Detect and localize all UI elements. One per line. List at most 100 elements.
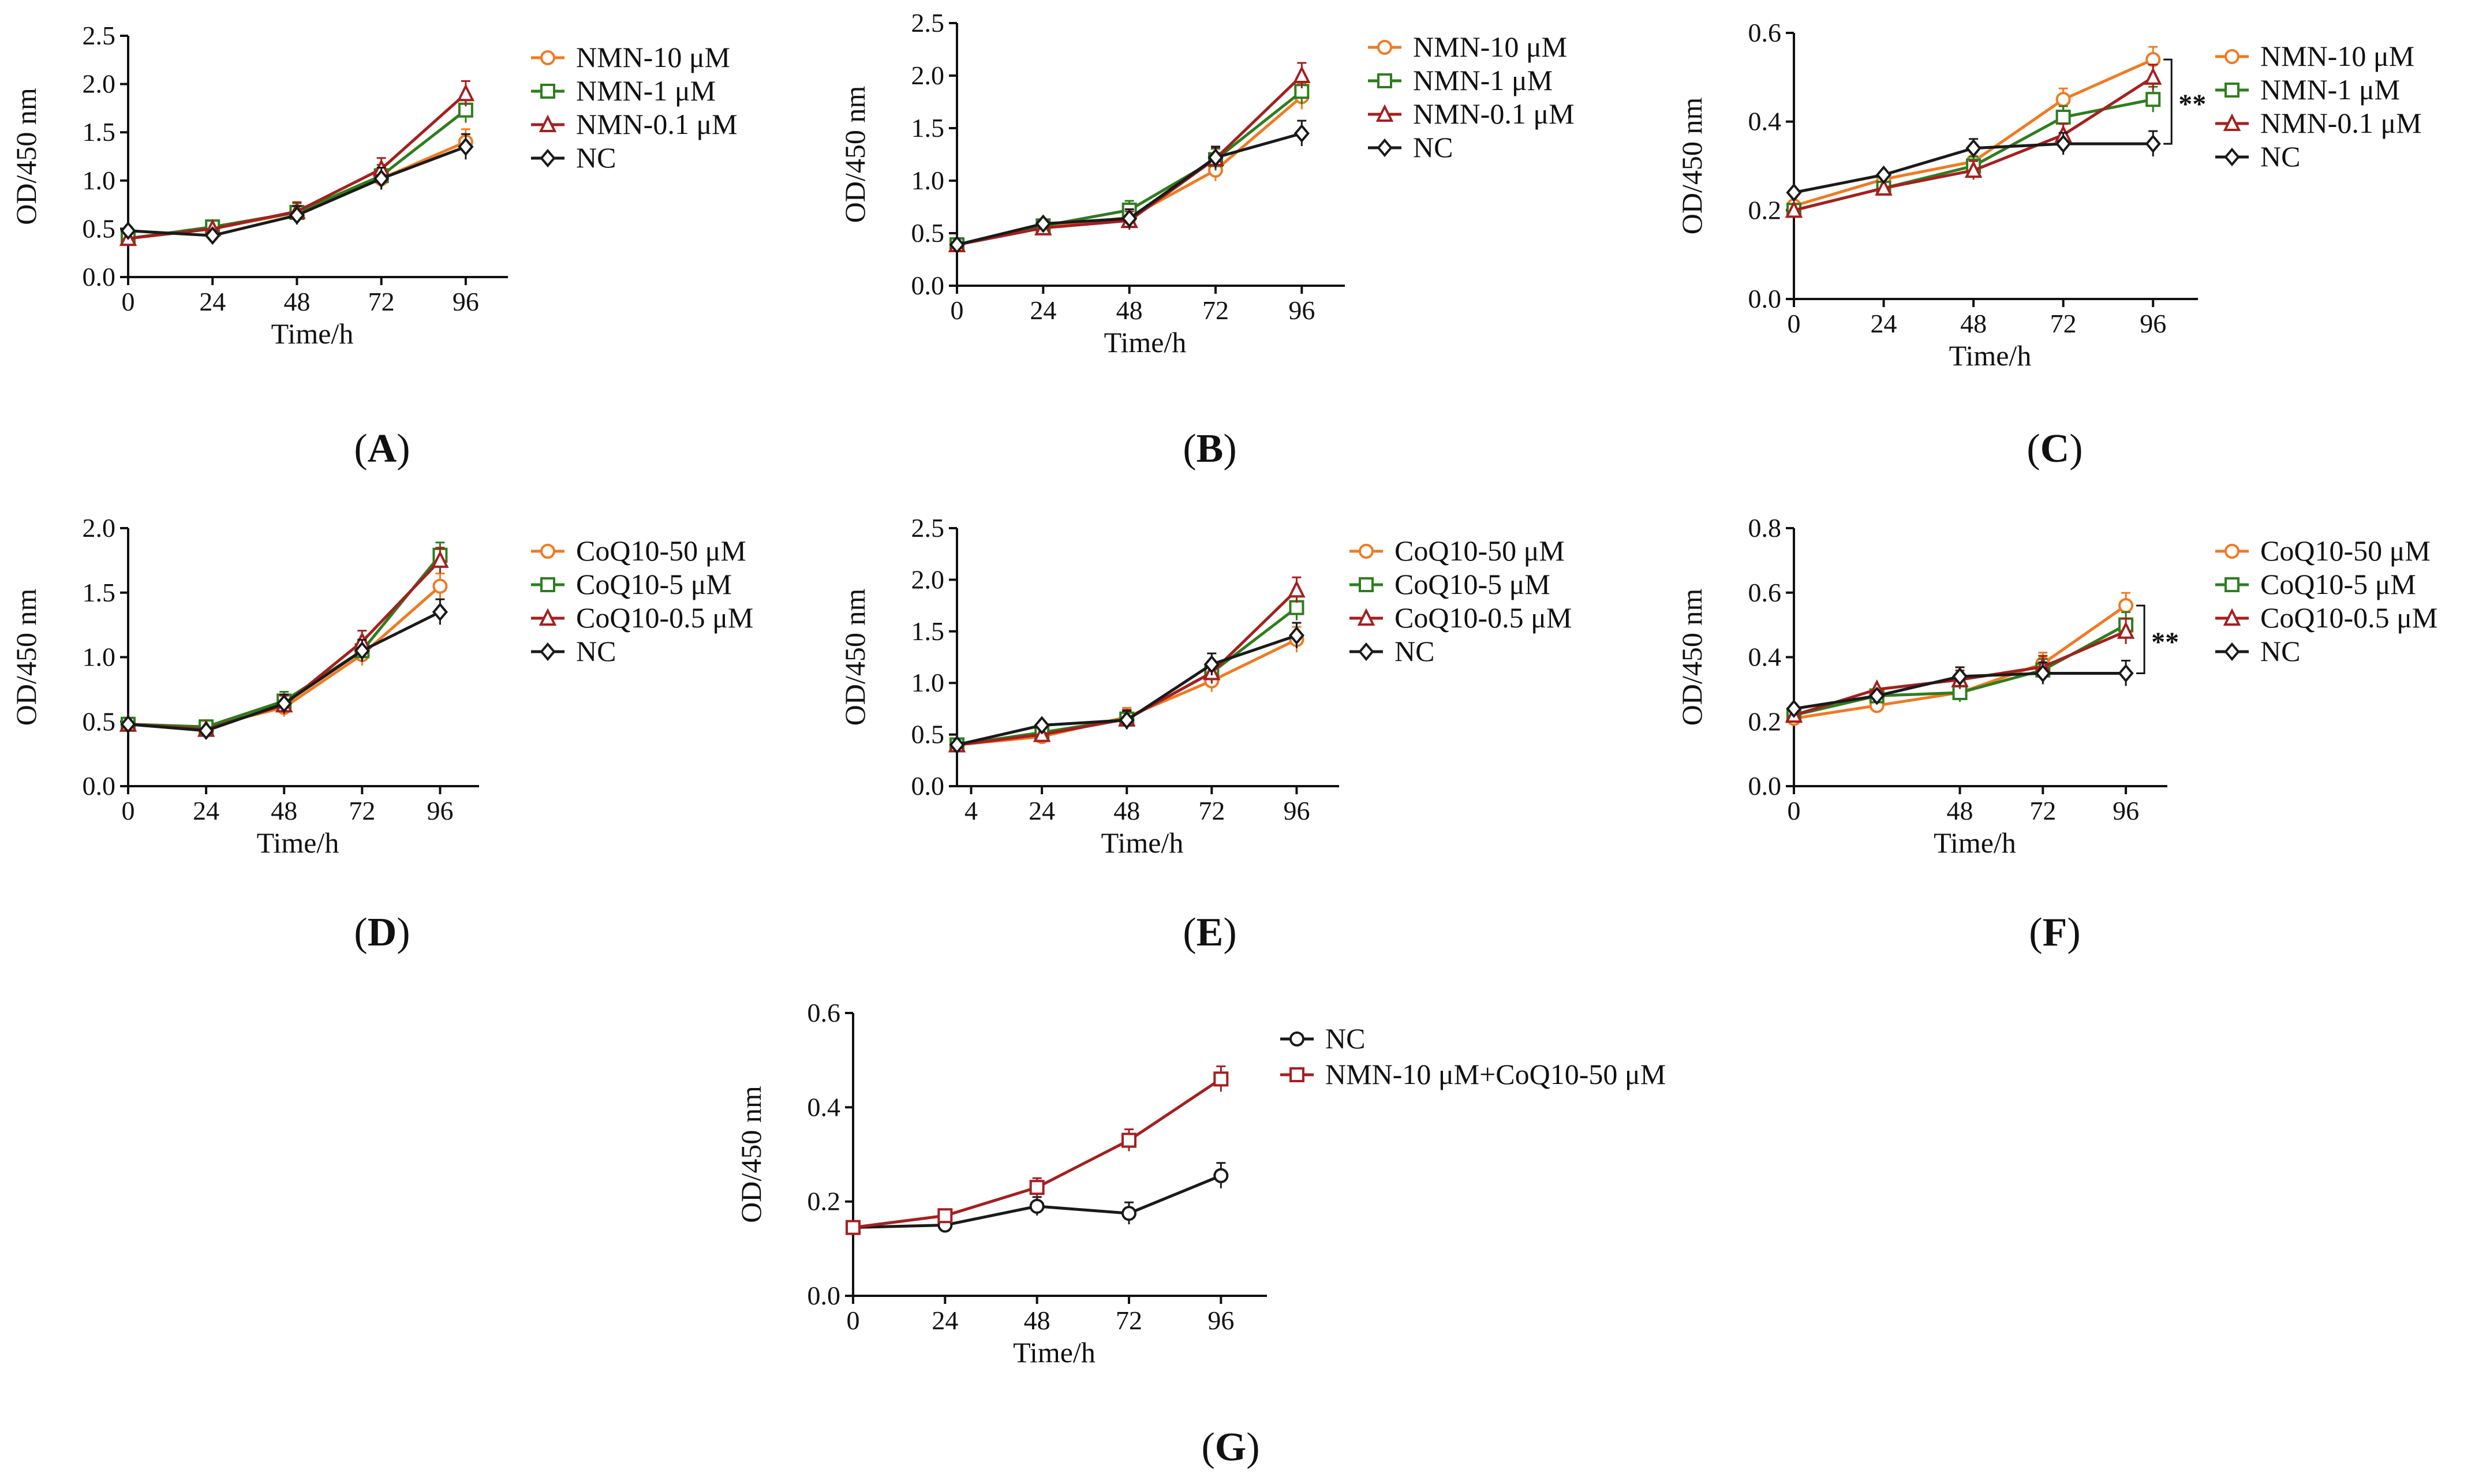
series-nc xyxy=(846,1162,1229,1235)
x-tick-label: 72 xyxy=(1202,296,1229,325)
x-tick-label: 96 xyxy=(453,287,479,316)
legend-marker xyxy=(2224,49,2240,64)
panel-label-letter: A xyxy=(368,427,397,471)
legend-marker xyxy=(540,577,555,592)
chart-panel-d: 0.0 0.5 1.0 1.5 2.0 0 24 48 72 96 Time/h OD/450 nm C… xyxy=(10,513,753,955)
data-point xyxy=(373,169,390,188)
legend-label: NC xyxy=(576,635,616,667)
panel-label-paren: ) xyxy=(1223,910,1236,955)
y-tick-label: 0.5 xyxy=(83,707,116,736)
legend-marker xyxy=(1377,138,1393,158)
legend-marker xyxy=(2223,113,2241,131)
y-tick-label: 0.4 xyxy=(807,1092,841,1122)
x-tick-label: 72 xyxy=(2050,309,2077,338)
panel-label-letter: F xyxy=(2043,910,2068,955)
chart-panel-f: 0.0 0.2 0.4 0.6 0.8 0 48 72 96 Time/h OD/450 nm CoQ… xyxy=(1676,513,2437,955)
x-tick-label: 24 xyxy=(1030,296,1056,325)
x-tick-label: 48 xyxy=(1960,309,1987,338)
y-tick-label: 0.6 xyxy=(1748,18,1782,47)
data-point xyxy=(1965,139,1982,158)
panel-label-paren: ) xyxy=(1223,427,1236,471)
y-tick-label: 0.0 xyxy=(911,771,945,801)
legend-entry: NC xyxy=(1280,1022,1365,1055)
significance-label: ** xyxy=(2178,89,2206,119)
panel-label: (F) xyxy=(2029,910,2080,955)
chart-panel-g: 0.0 0.2 0.4 0.6 0 24 48 72 96 Time/h OD/450 nm NCNM… xyxy=(735,998,1666,1470)
legend-marker xyxy=(540,544,555,559)
legend-entry: NC xyxy=(531,635,616,667)
x-tick-label: 96 xyxy=(1207,1306,1234,1335)
y-tick-label: 0.0 xyxy=(807,1281,841,1310)
panel-label-paren: ) xyxy=(2067,910,2080,955)
panel-label-paren: ) xyxy=(2069,427,2083,471)
y-tick-label: 2.5 xyxy=(911,8,945,38)
y-tick-label: 1.5 xyxy=(911,113,945,143)
y-tick-label: 0.2 xyxy=(1748,195,1782,225)
legend-entry: CoQ10-50 μM xyxy=(531,534,746,567)
panel-label: (E) xyxy=(1183,910,1236,955)
y-tick-label: 0.0 xyxy=(83,771,116,801)
data-point xyxy=(431,550,449,568)
data-point xyxy=(2055,109,2071,125)
y-axis-label: OD/450 nm xyxy=(1676,589,1708,726)
legend-entry: NMN-0.1 μM xyxy=(2215,107,2422,139)
series-nmn-10-m-coq10-50-m xyxy=(846,1065,1229,1235)
data-point xyxy=(2118,598,2134,614)
legend-marker xyxy=(1359,544,1374,559)
data-point xyxy=(1293,124,1310,143)
y-tick-label: 0.8 xyxy=(1748,513,1782,543)
legend-entry: NMN-10 μM xyxy=(2215,40,2414,72)
y-tick-label: 1.5 xyxy=(911,616,945,646)
legend-label: NC xyxy=(2260,635,2300,667)
data-point xyxy=(120,221,136,240)
legend-label: CoQ10-5 μM xyxy=(576,568,732,600)
data-point xyxy=(1213,1071,1229,1087)
legend-entry: CoQ10-0.5 μM xyxy=(1349,601,1572,634)
x-tick-label: 48 xyxy=(1947,796,1973,825)
y-tick-label: 2.5 xyxy=(83,21,116,50)
series-nc xyxy=(1786,659,2134,718)
legend-entry: CoQ10-0.5 μM xyxy=(2215,601,2437,634)
x-tick-label: 0 xyxy=(951,296,964,325)
data-point xyxy=(1964,160,1983,178)
y-axis-label: OD/450 nm xyxy=(735,1086,767,1223)
legend-marker xyxy=(2224,147,2240,167)
data-point xyxy=(1029,1180,1045,1195)
legend-label: NC xyxy=(2260,140,2300,173)
x-tick-label: 0 xyxy=(122,287,135,316)
legend-entry: NC xyxy=(2215,140,2300,173)
legend-entry: NC xyxy=(2215,635,2300,667)
panel-label: (G) xyxy=(1201,1425,1259,1470)
panel-label-letter: D xyxy=(368,910,397,955)
data-point xyxy=(2035,664,2051,683)
x-tick-label: 24 xyxy=(1029,796,1055,825)
y-tick-label: 0.2 xyxy=(807,1187,841,1216)
legend-label: CoQ10-50 μM xyxy=(576,534,746,567)
legend-label: NMN-0.1 μM xyxy=(576,108,738,140)
x-tick-label: 24 xyxy=(1871,309,1897,338)
legend-marker xyxy=(2224,577,2240,592)
data-point xyxy=(1121,209,1138,228)
legend-entry: NC xyxy=(1349,635,1434,667)
y-axis-label: OD/450 nm xyxy=(1676,98,1708,235)
legend-marker xyxy=(1375,104,1394,122)
y-tick-label: 0.5 xyxy=(83,214,116,243)
x-axis-label: Time/h xyxy=(1949,339,2032,372)
panel-label: (B) xyxy=(1183,427,1236,471)
legend-marker xyxy=(1289,1031,1304,1046)
legend-marker xyxy=(540,642,556,661)
x-tick-label: 48 xyxy=(1116,296,1143,325)
panel-label-paren: ( xyxy=(1183,910,1196,955)
legend-marker xyxy=(1377,73,1392,88)
legend-entry: NMN-10 μM xyxy=(531,41,730,73)
legend-entry: CoQ10-50 μM xyxy=(1349,534,1565,567)
x-tick-label: 4 xyxy=(964,796,978,825)
data-point xyxy=(1293,65,1311,83)
y-tick-label: 2.0 xyxy=(911,61,945,90)
data-point xyxy=(120,715,136,734)
data-point xyxy=(1121,1206,1136,1221)
data-point xyxy=(1035,214,1051,233)
legend-marker xyxy=(540,50,555,65)
y-axis-label: OD/450 nm xyxy=(839,86,871,223)
series-coq10-50-m xyxy=(949,626,1304,753)
